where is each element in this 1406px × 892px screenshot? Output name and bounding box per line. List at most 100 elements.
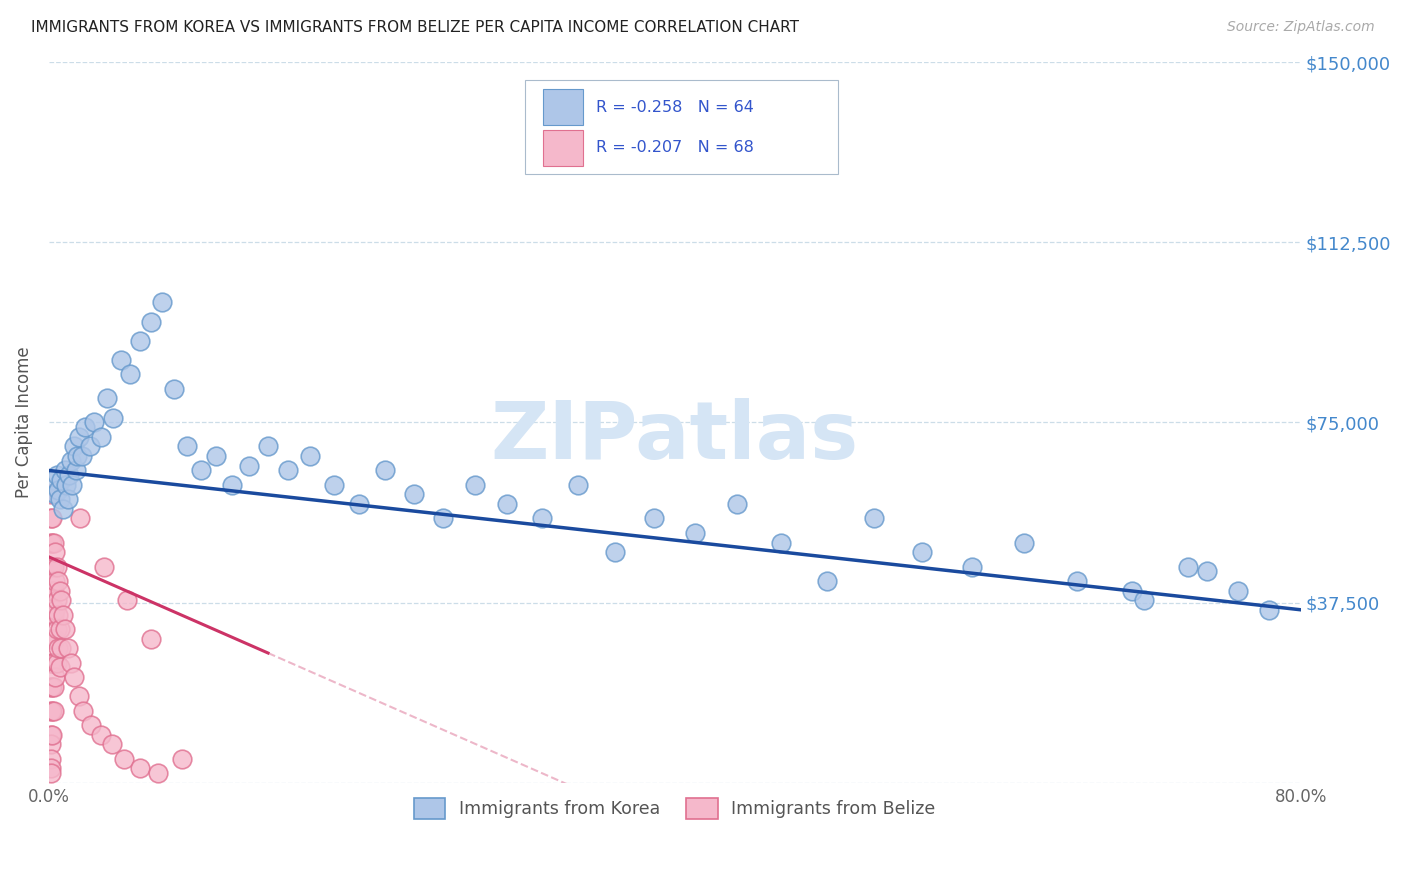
- Point: [39, 511, 62, 525]
- Point: [96, 392, 118, 406]
- Point: [496, 497, 519, 511]
- Text: Source: ZipAtlas.com: Source: ZipAtlas.com: [1227, 20, 1375, 34]
- Point: [44, 670, 66, 684]
- Point: [48, 574, 70, 588]
- Point: [374, 463, 396, 477]
- Point: [59, 656, 82, 670]
- Point: [45, 656, 67, 670]
- Point: [128, 761, 150, 775]
- Point: [42, 607, 65, 622]
- Point: [62, 478, 84, 492]
- Point: [90, 430, 112, 444]
- Y-axis label: Per Capita Income: Per Capita Income: [15, 347, 32, 499]
- Point: [51, 473, 73, 487]
- Text: R = -0.258   N = 64: R = -0.258 N = 64: [596, 100, 754, 114]
- Point: [44, 545, 66, 559]
- Text: ZIPatlas: ZIPatlas: [491, 398, 859, 475]
- Point: [56, 492, 79, 507]
- Point: [42, 583, 65, 598]
- Point: [93, 559, 115, 574]
- Point: [42, 535, 65, 549]
- Point: [55, 478, 77, 492]
- Bar: [543, 89, 583, 125]
- Point: [41, 728, 63, 742]
- Point: [39, 487, 62, 501]
- Text: IMMIGRANTS FROM KOREA VS IMMIGRANTS FROM BELIZE PER CAPITA INCOME CORRELATION CH: IMMIGRANTS FROM KOREA VS IMMIGRANTS FROM…: [31, 20, 799, 35]
- Point: [464, 478, 486, 492]
- Point: [205, 449, 228, 463]
- Point: [73, 420, 96, 434]
- Point: [79, 439, 101, 453]
- Point: [44, 632, 66, 646]
- Point: [39, 737, 62, 751]
- Point: [41, 656, 63, 670]
- Point: [83, 416, 105, 430]
- Point: [960, 559, 983, 574]
- Point: [42, 656, 65, 670]
- Point: [67, 690, 90, 704]
- Point: [67, 430, 90, 444]
- Point: [41, 535, 63, 549]
- Point: [42, 632, 65, 646]
- Point: [1012, 535, 1035, 549]
- Point: [725, 497, 748, 511]
- Point: [39, 761, 62, 775]
- Point: [120, 368, 142, 382]
- Point: [432, 511, 454, 525]
- Point: [605, 545, 627, 559]
- Point: [170, 752, 193, 766]
- Point: [42, 559, 65, 574]
- Point: [44, 487, 66, 501]
- Point: [815, 574, 838, 588]
- Point: [56, 641, 79, 656]
- Point: [190, 463, 212, 477]
- Point: [41, 704, 63, 718]
- Point: [41, 583, 63, 598]
- Point: [139, 314, 162, 328]
- Point: [69, 511, 91, 525]
- Point: [41, 559, 63, 574]
- Point: [322, 478, 344, 492]
- Point: [39, 583, 62, 598]
- Point: [41, 607, 63, 622]
- Point: [643, 511, 665, 525]
- Point: [277, 463, 299, 477]
- Point: [148, 766, 170, 780]
- Point: [238, 458, 260, 473]
- Point: [139, 632, 162, 646]
- Point: [49, 660, 72, 674]
- Point: [221, 478, 243, 492]
- Point: [39, 728, 62, 742]
- Point: [110, 353, 132, 368]
- Point: [63, 670, 86, 684]
- Point: [42, 680, 65, 694]
- Point: [53, 463, 76, 477]
- Point: [1227, 583, 1250, 598]
- Point: [100, 737, 122, 751]
- Point: [39, 680, 62, 694]
- Point: [53, 622, 76, 636]
- Point: [65, 463, 87, 477]
- Point: [52, 502, 75, 516]
- Point: [347, 497, 370, 511]
- Point: [39, 607, 62, 622]
- Point: [101, 410, 124, 425]
- Point: [42, 473, 65, 487]
- Point: [1195, 565, 1218, 579]
- Point: [1066, 574, 1088, 588]
- Point: [41, 511, 63, 525]
- Point: [1177, 559, 1199, 574]
- Point: [72, 704, 94, 718]
- Point: [90, 728, 112, 742]
- Point: [257, 439, 280, 453]
- Point: [770, 535, 793, 549]
- Point: [39, 752, 62, 766]
- Point: [1258, 603, 1281, 617]
- Point: [49, 622, 72, 636]
- Point: [51, 641, 73, 656]
- Point: [58, 468, 80, 483]
- Point: [41, 632, 63, 646]
- Point: [567, 478, 589, 492]
- Point: [862, 511, 884, 525]
- Point: [52, 607, 75, 622]
